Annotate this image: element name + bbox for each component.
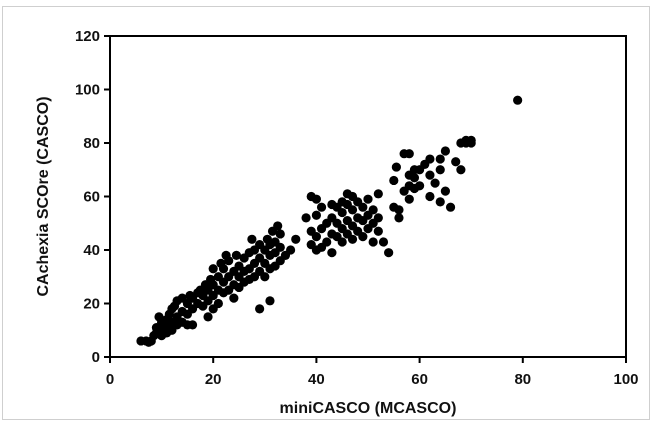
data-point — [440, 146, 450, 156]
x-axis-ticks: 0 20 40 60 80 100 — [106, 357, 639, 388]
y-tick-label: 60 — [83, 189, 100, 206]
data-point — [311, 232, 321, 242]
data-point — [404, 194, 414, 204]
data-point — [311, 194, 321, 204]
x-tick-label: 0 — [106, 371, 114, 388]
data-point — [275, 242, 285, 252]
data-point — [368, 205, 378, 215]
data-point — [208, 264, 218, 274]
data-point — [466, 135, 476, 145]
x-tick-label: 100 — [613, 371, 638, 388]
x-tick-label: 60 — [411, 371, 428, 388]
data-point — [187, 320, 198, 330]
x-tick-label: 80 — [514, 371, 531, 388]
data-point — [394, 213, 404, 223]
data-point — [231, 250, 242, 260]
data-point — [255, 304, 265, 314]
x-axis-title: miniCASCO (MCASCO) — [280, 400, 457, 417]
data-point — [394, 205, 404, 215]
data-point — [425, 154, 435, 164]
data-point — [316, 202, 327, 212]
data-point — [322, 237, 332, 247]
data-point — [286, 245, 296, 255]
data-point — [311, 210, 321, 220]
data-point — [265, 296, 275, 306]
data-point — [229, 293, 239, 303]
data-point — [273, 221, 283, 231]
y-tick-label: 20 — [83, 296, 100, 313]
data-point — [337, 237, 347, 247]
y-tick-label: 0 — [92, 349, 100, 366]
data-point — [347, 234, 358, 244]
y-tick-label: 120 — [75, 28, 100, 45]
data-point — [224, 256, 234, 266]
y-tick-label: 80 — [83, 135, 100, 152]
data-point — [404, 149, 414, 159]
data-point — [368, 237, 378, 247]
data-point — [213, 298, 223, 309]
y-tick-label: 100 — [75, 82, 100, 99]
data-point — [425, 191, 435, 202]
data-point — [445, 202, 456, 212]
data-point — [513, 95, 523, 105]
data-point — [203, 312, 213, 322]
data-point — [391, 162, 401, 172]
data-point — [456, 165, 466, 175]
data-point — [327, 248, 337, 258]
data-point — [451, 157, 461, 167]
data-point — [247, 234, 257, 244]
data-point — [373, 189, 383, 199]
data-point — [435, 197, 445, 207]
data-point — [384, 248, 394, 258]
data-points — [136, 95, 523, 347]
data-point — [291, 234, 301, 244]
x-tick-label: 40 — [308, 371, 325, 388]
data-point — [378, 237, 389, 247]
data-point — [389, 175, 399, 186]
data-point — [409, 173, 420, 183]
data-point — [301, 213, 311, 223]
data-point — [435, 165, 445, 175]
plot-area-border — [109, 35, 627, 358]
data-point — [337, 207, 347, 218]
data-point — [430, 178, 440, 188]
data-point — [347, 205, 358, 215]
y-tick-label: 40 — [83, 242, 100, 259]
data-point — [373, 213, 383, 223]
data-point — [260, 272, 270, 282]
data-point — [218, 264, 229, 274]
x-tick-label: 20 — [205, 371, 222, 388]
data-point — [415, 181, 425, 191]
data-point — [275, 229, 285, 239]
data-point — [425, 170, 435, 180]
data-point — [440, 186, 450, 196]
data-point — [373, 226, 383, 236]
data-point — [358, 232, 368, 242]
y-axis-ticks: 0 20 40 60 80 100 120 — [75, 28, 110, 366]
data-point — [435, 154, 445, 164]
data-point — [358, 202, 368, 212]
data-point — [363, 194, 373, 204]
y-axis-title: CAchexia SCOre (CASCO) — [35, 96, 52, 296]
